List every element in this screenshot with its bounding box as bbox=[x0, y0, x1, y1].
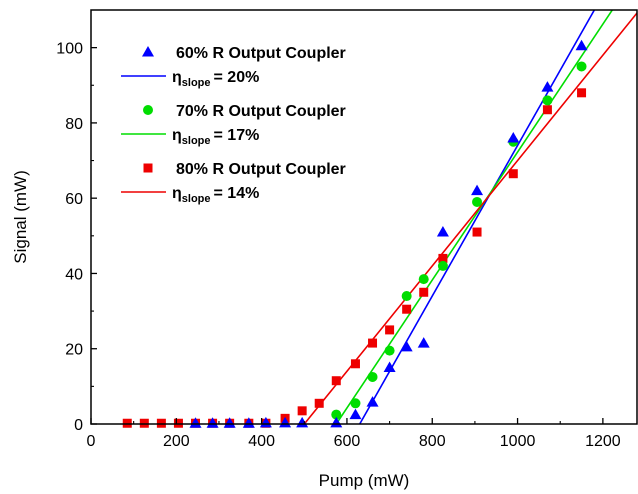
x-tick-label: 1000 bbox=[500, 433, 536, 450]
data-point-square bbox=[438, 253, 448, 263]
data-point-square bbox=[156, 418, 166, 428]
y-axis-label: Signal (mW) bbox=[11, 170, 30, 264]
y-tick-label: 60 bbox=[65, 191, 83, 208]
data-point-triangle bbox=[436, 226, 449, 237]
data-point-square bbox=[331, 376, 341, 386]
data-point-triangle bbox=[349, 408, 362, 420]
y-tick-label: 100 bbox=[56, 41, 83, 58]
y-tick-label: 80 bbox=[65, 116, 83, 133]
data-point-triangle bbox=[575, 39, 588, 51]
fit-line bbox=[335, 10, 614, 424]
x-tick-label: 600 bbox=[334, 433, 361, 450]
plot-frame bbox=[90, 9, 638, 425]
x-tick-label: 0 bbox=[87, 433, 96, 450]
legend-entry-label: 60% R Output Coupler bbox=[176, 45, 346, 62]
data-point-triangle bbox=[242, 417, 255, 428]
x-tick-label: 400 bbox=[248, 433, 275, 450]
data-point-circle bbox=[542, 95, 553, 106]
legend-marker-triangle bbox=[142, 46, 154, 57]
legend-marker-circle bbox=[143, 105, 153, 115]
data-point-square bbox=[419, 287, 429, 297]
data-point-circle bbox=[576, 61, 587, 72]
x-tick-label: 1200 bbox=[585, 433, 621, 450]
data-point-square bbox=[122, 418, 132, 428]
data-point-square bbox=[368, 338, 378, 348]
legend: 60% R Output Coupler ηslope = 20% 70% R Out… bbox=[121, 45, 346, 205]
data-point-triangle bbox=[471, 184, 484, 196]
legend-fit-label: ηslope = 14% bbox=[172, 185, 259, 205]
data-point-circle bbox=[331, 409, 342, 420]
data-point-circle bbox=[437, 260, 448, 271]
data-point-triangle bbox=[206, 417, 219, 428]
data-point-square bbox=[577, 88, 587, 98]
y-tick-label: 20 bbox=[65, 342, 83, 359]
legend-entry-label: 80% R Output Coupler bbox=[176, 161, 346, 178]
fit-line bbox=[303, 12, 637, 424]
data-point-circle bbox=[384, 345, 395, 356]
fit-line bbox=[359, 10, 596, 424]
x-tick-label: 800 bbox=[419, 433, 446, 450]
y-tick-label: 40 bbox=[65, 266, 83, 283]
data-point-square bbox=[385, 325, 395, 335]
data-point-square bbox=[402, 304, 412, 314]
y-tick-label: 0 bbox=[74, 417, 83, 434]
data-point-triangle bbox=[400, 340, 413, 352]
data-point-square bbox=[314, 398, 324, 408]
data-point-square bbox=[350, 359, 360, 369]
legend-entry-label: 70% R Output Coupler bbox=[176, 103, 346, 120]
data-point-circle bbox=[418, 274, 429, 285]
data-point-triangle bbox=[223, 417, 236, 428]
data-point-triangle bbox=[366, 396, 379, 407]
legend-fit-label: ηslope = 17% bbox=[172, 127, 259, 147]
data-point-circle bbox=[401, 291, 412, 302]
data-point-triangle bbox=[417, 337, 430, 348]
x-axis-label: Pump (mW) bbox=[319, 471, 410, 490]
data-point-triangle bbox=[383, 361, 396, 373]
data-point-square bbox=[542, 105, 552, 115]
data-point-triangle bbox=[541, 81, 554, 92]
data-point-square bbox=[173, 418, 183, 428]
data-point-square bbox=[297, 406, 307, 416]
x-tick-label: 200 bbox=[163, 433, 190, 450]
data-point-square bbox=[508, 169, 518, 179]
data-point-circle bbox=[367, 371, 378, 382]
data-point-triangle bbox=[507, 131, 520, 143]
legend-marker-square bbox=[143, 163, 153, 173]
data-point-square bbox=[472, 227, 482, 237]
data-point-circle bbox=[350, 398, 361, 409]
data-point-square bbox=[139, 418, 149, 428]
data-point-triangle bbox=[189, 417, 202, 428]
data-point-circle bbox=[472, 196, 483, 207]
legend-fit-label: ηslope = 20% bbox=[172, 69, 259, 89]
